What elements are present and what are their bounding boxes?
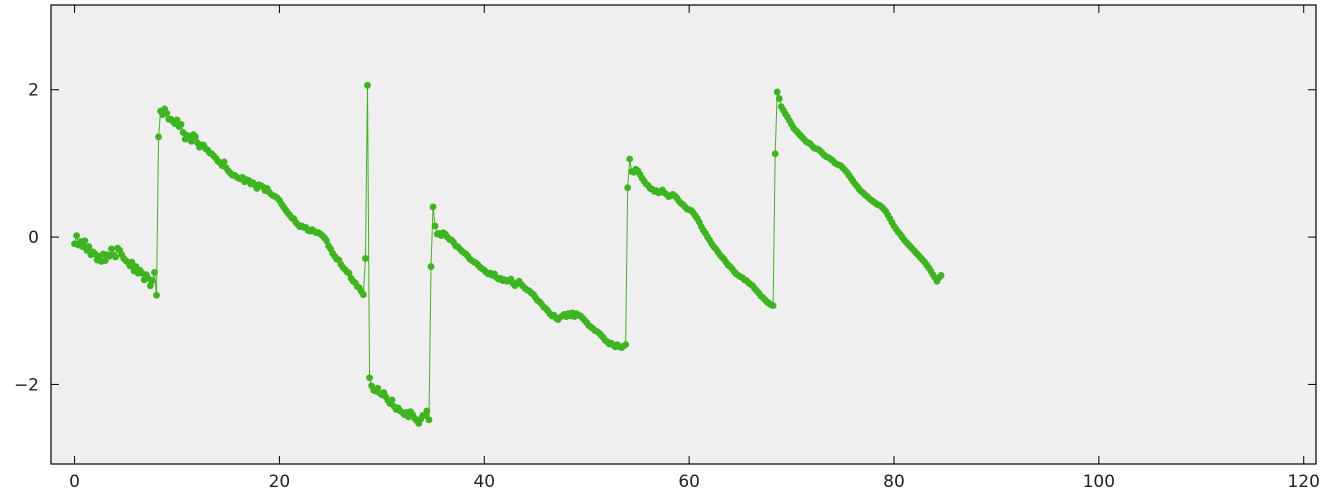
data-point [101,257,109,265]
plot-frame [50,4,1317,465]
data-point [388,396,396,404]
data-point [85,243,93,251]
x-tick-label: 40 [473,472,495,492]
data-point [429,203,437,211]
x-tick-label: 20 [269,472,291,492]
series-layer [71,81,945,427]
data-point [364,81,371,89]
data-point [769,302,777,309]
data-point [81,237,89,245]
x-tick-label: 80 [883,472,905,492]
data-point [366,374,373,382]
data-point [146,282,154,290]
x-tick-label: 120 [1287,472,1319,492]
data-point [773,88,781,96]
data-point [626,155,634,163]
data-point [427,263,435,270]
data-point [423,407,431,415]
data-point [163,109,171,117]
data-point [73,232,81,240]
data-point [771,150,779,158]
data-point [345,269,353,277]
data-point [624,184,632,192]
y-tick-label: 2 [28,81,39,101]
data-point [220,158,228,166]
data-point [149,277,156,284]
data-point [431,222,439,230]
data-point [155,133,162,141]
x-tick-label: 60 [678,472,700,492]
data-point [128,258,136,266]
data-point [192,133,199,141]
data-point [362,255,369,262]
y-tick-label: −2 [14,375,39,395]
data-point [153,291,160,299]
data-point [622,341,630,349]
data-point [425,416,433,424]
data-point [173,116,181,124]
data-point [108,245,115,253]
data-point [112,253,119,261]
y-tick-label: 0 [28,228,39,248]
x-axis: 0 20 40 60 80 100 120 [69,5,1320,492]
x-tick-label: 0 [69,472,80,492]
plot-area [51,5,1316,464]
data-point [177,120,185,128]
x-tick-label: 100 [1083,472,1115,492]
data-point [775,95,783,102]
data-point [323,237,330,245]
data-point [374,384,382,392]
data-point [937,271,945,279]
data-point [187,137,195,145]
data-point [151,269,158,276]
data-point [360,291,367,298]
y-axis: −2 0 2 [14,81,1316,395]
